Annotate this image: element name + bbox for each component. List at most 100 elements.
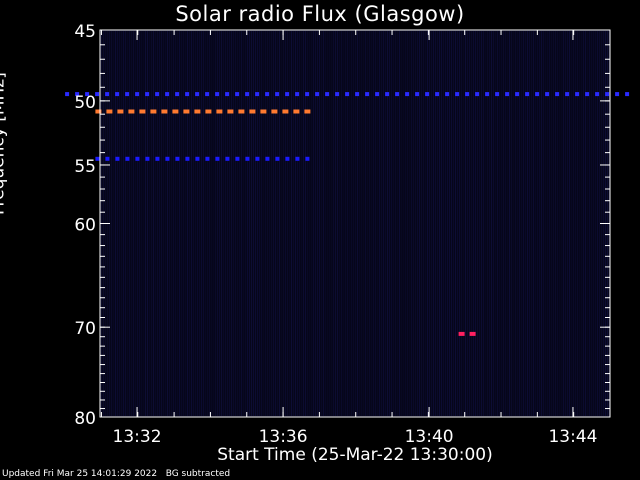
- streak: [443, 31, 444, 416]
- y-tick-label: 55: [74, 157, 96, 177]
- feature-mark: [185, 92, 190, 97]
- streak: [185, 31, 186, 416]
- streak: [479, 31, 480, 416]
- streak: [505, 31, 506, 416]
- streak: [161, 31, 162, 416]
- streak: [433, 31, 434, 416]
- feature-mark: [305, 156, 310, 161]
- streak: [449, 31, 450, 416]
- streak: [453, 31, 454, 416]
- streak: [519, 31, 520, 416]
- feature-mark: [85, 92, 90, 97]
- streak: [547, 31, 548, 416]
- streak: [273, 31, 274, 416]
- feature-mark: [255, 156, 260, 161]
- streak: [203, 31, 204, 416]
- feature-mark: [65, 92, 70, 97]
- feature-mark: [215, 92, 220, 97]
- feature-mark: [165, 156, 170, 161]
- streak: [559, 31, 560, 416]
- streak: [411, 31, 412, 416]
- streak: [571, 31, 572, 416]
- streak: [551, 31, 552, 416]
- streak: [353, 31, 354, 416]
- feature-mark: [105, 92, 110, 97]
- streak: [113, 31, 114, 416]
- streak: [441, 31, 442, 416]
- streak: [357, 31, 358, 416]
- streak: [489, 31, 490, 416]
- streak: [455, 31, 456, 416]
- streak: [543, 31, 544, 416]
- streak: [419, 31, 420, 416]
- streak: [359, 31, 360, 416]
- streak: [407, 31, 408, 416]
- streak: [509, 31, 510, 416]
- feature-mark: [175, 92, 180, 97]
- streak: [379, 31, 380, 416]
- streak: [363, 31, 364, 416]
- feature-mark: [445, 92, 450, 97]
- streak: [595, 31, 596, 416]
- streak: [155, 31, 156, 416]
- feature-mark: [106, 109, 113, 114]
- streak: [361, 31, 362, 416]
- streak: [431, 31, 432, 416]
- streak: [569, 31, 570, 416]
- streak: [221, 31, 222, 416]
- streak: [335, 31, 336, 416]
- feature-mark: [365, 92, 370, 97]
- footer-mode: BG subtracted: [165, 469, 231, 479]
- streak: [139, 31, 140, 416]
- streak: [575, 31, 576, 416]
- streak: [115, 31, 116, 416]
- feature-mark: [161, 109, 168, 114]
- streak: [313, 31, 314, 416]
- streak: [279, 31, 280, 416]
- feature-mark: [271, 109, 278, 114]
- streak: [125, 31, 126, 416]
- streak: [343, 31, 344, 416]
- streak: [257, 31, 258, 416]
- streak: [163, 31, 164, 416]
- streak: [233, 31, 234, 416]
- streak: [525, 31, 526, 416]
- streak: [121, 31, 122, 416]
- streak: [333, 31, 334, 416]
- streak: [141, 31, 142, 416]
- streak: [167, 31, 168, 416]
- feature-mark: [155, 92, 160, 97]
- feature-mark: [235, 92, 240, 97]
- streak: [535, 31, 536, 416]
- feature-mark: [135, 156, 140, 161]
- streak: [223, 31, 224, 416]
- streak: [211, 31, 212, 416]
- streak: [311, 31, 312, 416]
- streak: [461, 31, 462, 416]
- streak: [523, 31, 524, 416]
- streak: [287, 31, 288, 416]
- feature-mark: [282, 109, 289, 114]
- streak: [445, 31, 446, 416]
- streak: [427, 31, 428, 416]
- streak: [395, 31, 396, 416]
- streak: [539, 31, 540, 416]
- streak: [485, 31, 486, 416]
- feature-mark: [195, 92, 200, 97]
- streak: [269, 31, 270, 416]
- streak: [517, 31, 518, 416]
- feature-mark: [305, 92, 310, 97]
- streak: [581, 31, 582, 416]
- streak: [481, 31, 482, 416]
- streak: [219, 31, 220, 416]
- streak: [243, 31, 244, 416]
- streak: [123, 31, 124, 416]
- feature-mark: [575, 92, 580, 97]
- feature-mark: [625, 92, 630, 97]
- streak: [261, 31, 262, 416]
- feature-mark: [465, 92, 470, 97]
- streak: [399, 31, 400, 416]
- feature-mark: [115, 92, 120, 97]
- streak: [263, 31, 264, 416]
- streak: [253, 31, 254, 416]
